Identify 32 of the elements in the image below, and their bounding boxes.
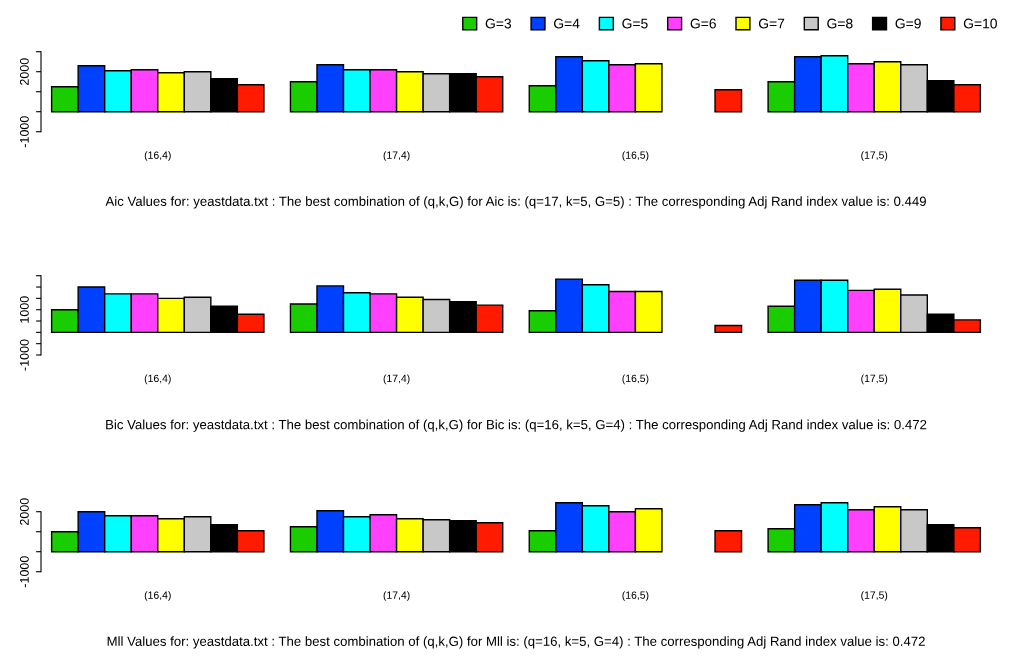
legend-label: G=7 — [758, 18, 785, 29]
x-tick-label: (16,4) — [144, 374, 171, 385]
x-tick-label: (16,5) — [622, 591, 649, 601]
y-tick-label: 2000 — [19, 58, 29, 85]
x-axis-title: Mll Values for: yeastdata.txt : The best combination of (q,k,G) for Mll is: (q=16, k=5, G=4) : The corresponding Adj Rand index value is: 0.472 — [107, 636, 925, 649]
legend-label: G=5 — [622, 18, 648, 29]
x-tick-label: (16,5) — [622, 151, 649, 161]
x-tick-label: (17,5) — [861, 591, 888, 601]
x-axis-title: Bic Values for: yeastdata.txt : The best combination of (q,k,G) for Bic is: (q=16, k=5, G=4) : The corresponding Adj Rand index value is: 0.472 — [106, 419, 927, 432]
legend-label: G=10 — [963, 18, 997, 29]
y-tick-label: -1000 — [19, 556, 29, 588]
x-tick-label: (17,4) — [383, 374, 410, 385]
x-tick-label: (17,4) — [383, 151, 410, 161]
x-axis-title: Aic Values for: yeastdata.txt : The best combination of (q,k,G) for Aic is: (q=17, k=5, G=5) : The corresponding Adj Rand index value is: 0.449 — [105, 196, 926, 209]
y-tick-label: 2000 — [19, 498, 29, 525]
legend-label: G=3 — [485, 18, 512, 29]
x-tick-label: (16,4) — [144, 591, 171, 601]
x-tick-label: (16,4) — [144, 151, 171, 161]
y-tick-label: 1000 — [19, 296, 29, 323]
y-tick-label: -1000 — [19, 339, 29, 371]
x-tick-label: (17,5) — [861, 374, 888, 385]
legend-label: G=9 — [895, 18, 921, 29]
legend-label: G=6 — [690, 18, 716, 29]
legend-label: G=8 — [827, 18, 853, 29]
bar — [714, 530, 743, 553]
bar — [714, 89, 743, 113]
legend-label: G=4 — [554, 18, 580, 29]
x-tick-label: (16,5) — [622, 374, 649, 385]
x-tick-label: (17,4) — [383, 591, 410, 601]
x-tick-label: (17,5) — [861, 151, 888, 161]
y-tick-label: -1000 — [19, 116, 29, 148]
bar — [714, 324, 743, 334]
